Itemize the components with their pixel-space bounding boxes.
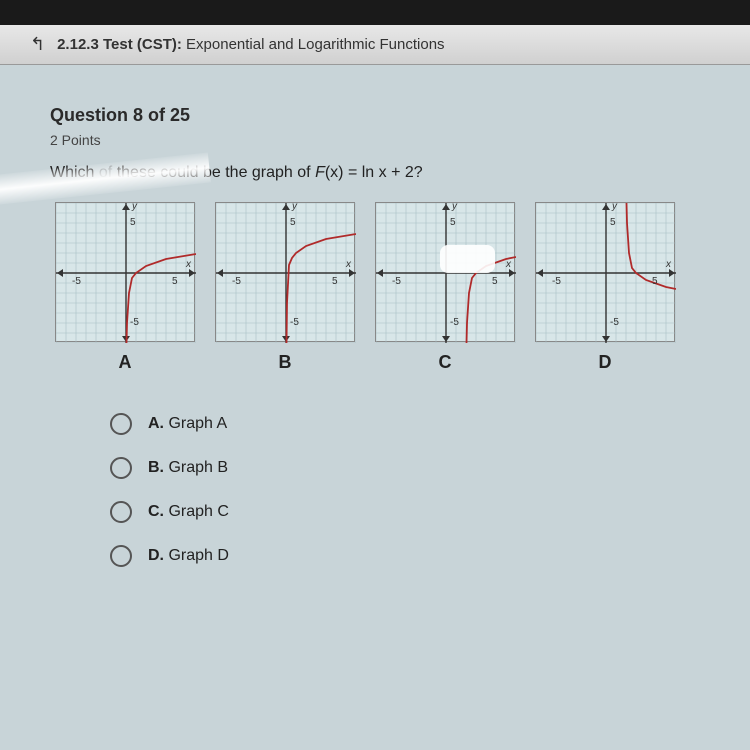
radio-icon[interactable] xyxy=(110,545,132,567)
tick-y: 5 xyxy=(130,217,136,228)
graph-panel-b: 5 -5 5 -5 y x B xyxy=(215,202,355,373)
back-arrow-icon[interactable]: ↰ xyxy=(30,34,45,55)
tick-y: 5 xyxy=(450,217,456,228)
option-label: Graph C xyxy=(168,503,228,520)
x-axis-label: x xyxy=(506,259,511,270)
graph-b: 5 -5 5 -5 y x xyxy=(215,202,355,342)
option-d[interactable]: D. Graph D xyxy=(110,545,700,567)
prompt-obscured: of xyxy=(99,164,112,181)
tick-x: 5 xyxy=(332,276,338,287)
fx-F: F xyxy=(315,164,325,181)
tick-y: -5 xyxy=(130,317,139,328)
graphs-row: 5 -5 5 -5 y x A 5 -5 5 -5 y x B 5 -5 5 -5 y x C 5 -5 5 -5 y x D xyxy=(50,202,700,373)
tick-x: -5 xyxy=(392,276,401,287)
y-axis-label: y xyxy=(132,201,137,212)
graph-panel-a: 5 -5 5 -5 y x A xyxy=(55,202,195,373)
radio-icon[interactable] xyxy=(110,501,132,523)
option-text: C. Graph C xyxy=(148,503,229,521)
option-c[interactable]: C. Graph C xyxy=(110,501,700,523)
graph-label-b: B xyxy=(279,352,292,373)
tick-y: 5 xyxy=(290,217,296,228)
graph-panel-d: 5 -5 5 -5 y x D xyxy=(535,202,675,373)
graph-label-d: D xyxy=(599,352,612,373)
tick-y: -5 xyxy=(610,317,619,328)
option-letter: B. xyxy=(148,459,168,476)
prompt-pre: Which xyxy=(50,164,99,181)
graph-label-a: A xyxy=(119,352,132,373)
question-title: Question 8 of 25 xyxy=(50,105,700,126)
option-text: B. Graph B xyxy=(148,459,228,477)
prompt-post: these could be the graph of xyxy=(112,164,315,181)
option-label: Graph D xyxy=(168,547,228,564)
tick-y: -5 xyxy=(290,317,299,328)
y-axis-label: y xyxy=(292,201,297,212)
option-text: A. Graph A xyxy=(148,415,227,433)
radio-icon[interactable] xyxy=(110,413,132,435)
tick-x: -5 xyxy=(72,276,81,287)
tick-x: 5 xyxy=(172,276,178,287)
question-prompt: Which of these could be the graph of F(x… xyxy=(50,164,700,182)
option-letter: A. xyxy=(148,415,168,432)
radio-icon[interactable] xyxy=(110,457,132,479)
question-points: 2 Points xyxy=(50,132,700,148)
content-area: Question 8 of 25 2 Points Which of these… xyxy=(0,65,750,629)
tick-x: -5 xyxy=(232,276,241,287)
tick-y: 5 xyxy=(610,217,616,228)
tick-y: -5 xyxy=(450,317,459,328)
option-letter: C. xyxy=(148,503,168,520)
fx-eq: = ln x + 2? xyxy=(344,164,423,181)
tick-x: -5 xyxy=(552,276,561,287)
option-label: Graph B xyxy=(168,459,228,476)
graph-c: 5 -5 5 -5 y x xyxy=(375,202,515,342)
test-kind: Test (CST): xyxy=(103,36,182,53)
graph-panel-c: 5 -5 5 -5 y x C xyxy=(375,202,515,373)
y-axis-label: y xyxy=(612,201,617,212)
x-axis-label: x xyxy=(666,259,671,270)
tick-x: 5 xyxy=(652,276,658,287)
x-axis-label: x xyxy=(346,259,351,270)
option-letter: D. xyxy=(148,547,168,564)
header-bar: ↰ 2.12.3 Test (CST): Exponential and Log… xyxy=(0,25,750,65)
graph-a: 5 -5 5 -5 y x xyxy=(55,202,195,342)
tick-x: 5 xyxy=(492,276,498,287)
header-text: 2.12.3 Test (CST): Exponential and Logar… xyxy=(57,36,444,53)
option-b[interactable]: B. Graph B xyxy=(110,457,700,479)
options-list: A. Graph A B. Graph B C. Graph C D. Graph D xyxy=(50,413,700,567)
y-axis-label: y xyxy=(452,201,457,212)
option-text: D. Graph D xyxy=(148,547,229,565)
graph-label-c: C xyxy=(439,352,452,373)
graph-d: 5 -5 5 -5 y x xyxy=(535,202,675,342)
section-number: 2.12.3 xyxy=(57,36,99,53)
x-axis-label: x xyxy=(186,259,191,270)
option-a[interactable]: A. Graph A xyxy=(110,413,700,435)
fx-paren: (x) xyxy=(325,164,344,181)
top-dark-bar xyxy=(0,0,750,25)
option-label: Graph A xyxy=(168,415,227,432)
topic: Exponential and Logarithmic Functions xyxy=(186,36,445,53)
